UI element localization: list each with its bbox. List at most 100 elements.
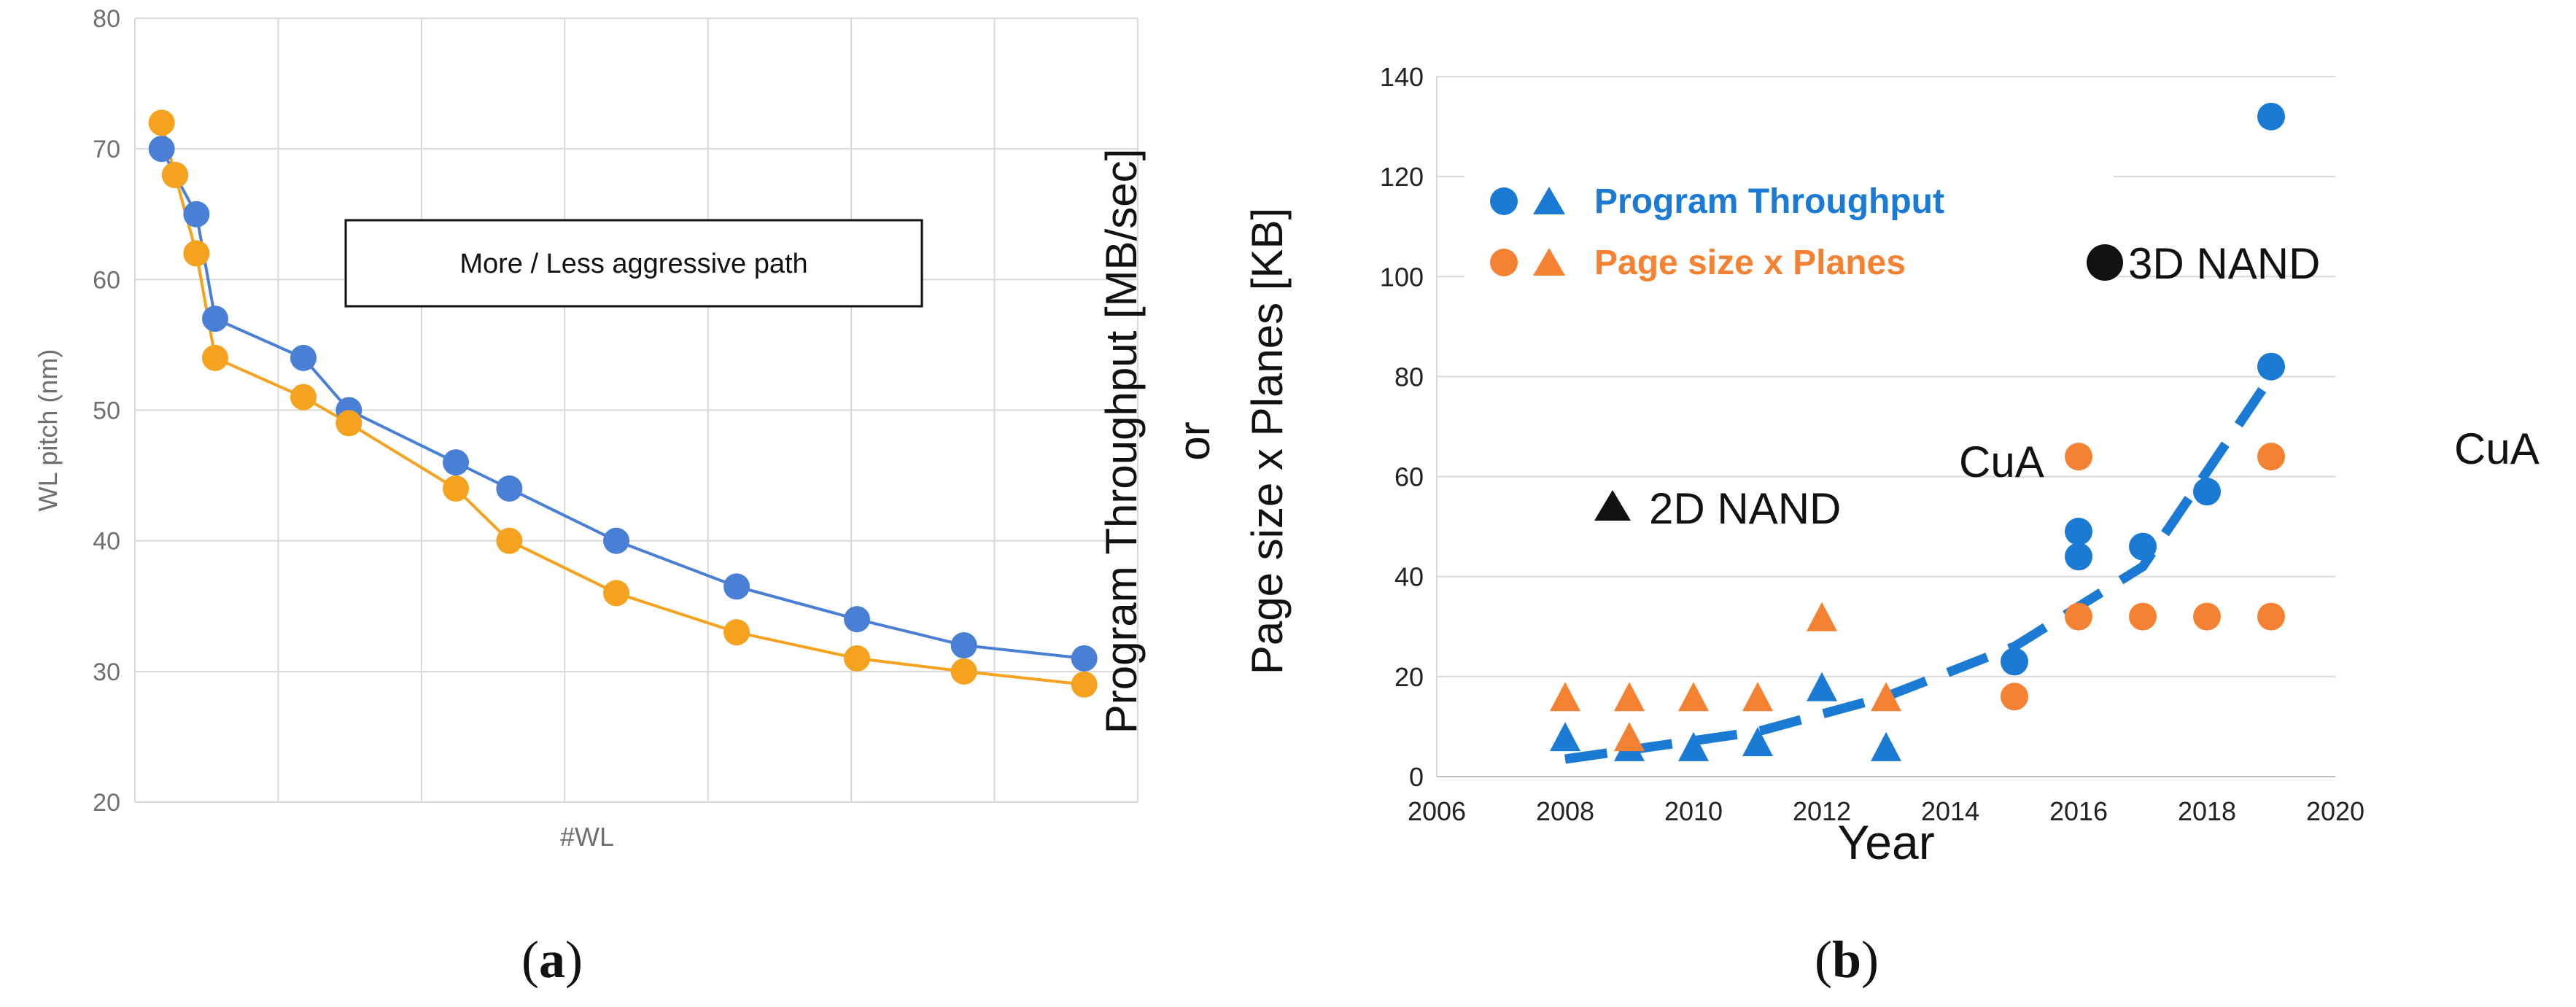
panel-a-gridlines (134, 18, 1138, 803)
panel-a-data-point (443, 475, 469, 502)
panel-b-circle-point (2065, 602, 2092, 631)
panel-b-circle-point (2129, 532, 2157, 561)
panel-a-data-point (603, 580, 629, 607)
panel-b-y-tick-label: 40 (1394, 562, 1424, 592)
legend-page-size-circle-marker (1490, 249, 1518, 276)
annotation-cua-right: CuA (2454, 424, 2540, 473)
panel-a-y-tick-label: 20 (93, 789, 120, 817)
panel-a-data-point (183, 240, 210, 267)
panel-b-x-tick-label: 2020 (2306, 796, 2364, 826)
panel-a-data-point (603, 527, 629, 554)
panel-a-data-point (183, 201, 210, 228)
panel-a-label-close: ) (565, 930, 583, 989)
panel-a-data-point (443, 449, 469, 476)
panel-a-label: (a) (521, 930, 583, 989)
annotation-cua-left: CuA (1959, 438, 2044, 486)
panel-b-triangle-point (1678, 731, 1709, 761)
panel-b-y-tick-label: 100 (1380, 262, 1424, 292)
panel-b-label: (b) (1815, 930, 1879, 989)
panel-a-data-point (496, 527, 523, 554)
panel-b-y-axis-label-or: or (1170, 421, 1219, 460)
annotation-2d-nand: 2D NAND (1594, 484, 1841, 533)
annotation-3d-nand-label: 3D NAND (2128, 239, 2320, 288)
panel-a-y-axis-label: WL pitch (nm) (33, 349, 63, 512)
panel-a-data-point (950, 632, 977, 658)
panel-a-y-ticks: 20 30 40 50 60 70 80 (93, 5, 120, 817)
panel-b-x-ticks: 2006 2008 2010 2012 2014 2016 2018 2020 (1408, 796, 2364, 826)
panel-b-triangle-point (1807, 602, 1837, 631)
panel-b-triangle-point (1742, 727, 1773, 756)
panel-b-triangle-point (1550, 682, 1580, 712)
annotation-2d-nand-label: 2D NAND (1649, 484, 1841, 533)
panel-b-trend-polyline (1564, 373, 2276, 764)
panel-a-data-point (335, 410, 362, 437)
panel-a-data-point (148, 136, 175, 163)
panel-a-x-axis-label: #WL (560, 822, 614, 852)
y-label-throughput: Program Throughput [MB/sec] (1097, 149, 1146, 734)
panel-a-data-point (496, 475, 523, 502)
panel-a-y-tick-label: 50 (93, 397, 120, 425)
panel-b-triangle-point (1614, 682, 1645, 712)
panel-a-y-tick-label: 60 (93, 266, 120, 294)
panel-b-circle-point (2193, 602, 2221, 631)
panel-b-circle-point (2193, 478, 2221, 506)
panel-a-y-tick-label: 80 (93, 5, 120, 33)
panel-b-label-open: ( (1815, 930, 1832, 989)
panel-a-series-points (148, 109, 1098, 698)
panel-a-data-point (290, 384, 317, 411)
panel-b-triangle-point (1871, 682, 1901, 712)
legend-throughput-circle-marker (1490, 187, 1518, 215)
panel-b-triangle-point (1678, 682, 1709, 712)
panel-a-label-letter: a (539, 930, 565, 989)
panel-a-label-open: ( (521, 930, 539, 989)
panel-b-y-tick-label: 120 (1380, 162, 1424, 192)
y-label-or: or (1170, 421, 1219, 460)
panel-a-data-point (723, 619, 750, 646)
panel-a-annotation-box: More / Less aggressive path (344, 219, 923, 308)
panel-b-trend-line (1564, 373, 2276, 764)
panel-b-circle-point (2129, 602, 2157, 631)
legend-throughput-label: Program Throughput (1594, 182, 1944, 221)
panel-b-triangle-point (1742, 682, 1773, 712)
panel-b-x-tick-label: 2018 (2178, 796, 2236, 826)
panel-b-x-tick-label: 2006 (1408, 796, 1466, 826)
panel-b-x-tick-label: 2016 (2049, 796, 2108, 826)
panel-a-data-point (723, 573, 750, 600)
panel-b-circle-point (2257, 352, 2285, 381)
panel-b-y-tick-label: 60 (1394, 462, 1424, 492)
legend-page-size-triangle-marker (1533, 248, 1565, 276)
panel-b-circle-point (2001, 648, 2028, 676)
panel-b-data-points (1550, 102, 2285, 761)
panel-b-y-tick-label: 0 (1409, 762, 1424, 792)
panel-b-triangle-point (1807, 672, 1837, 701)
panel-b-x-tick-label: 2014 (1921, 796, 1979, 826)
panel-b-triangle-point (1550, 722, 1580, 752)
panel-b-y-axis-label-page: Page size x Planes [KB] (1243, 208, 1292, 674)
panel-b-y-tick-label: 140 (1380, 62, 1424, 92)
3d-nand-circle-marker (2087, 244, 2123, 281)
panel-a-y-tick-label: 40 (93, 528, 120, 556)
panel-b-circle-point (2001, 683, 2028, 711)
panel-b-legend: Program Throughput Page size x Planes (1464, 146, 2114, 284)
panel-b-y-tick-label: 20 (1394, 662, 1424, 692)
legend-throughput-triangle-marker (1533, 187, 1565, 214)
panel-a-data-point (290, 344, 317, 371)
2d-nand-triangle-marker (1594, 490, 1631, 521)
panel-b-circle-point (2065, 543, 2092, 571)
panel-b-x-tick-label: 2008 (1536, 796, 1594, 826)
panel-b-label-letter: b (1832, 930, 1861, 989)
panel-a-data-point (1071, 645, 1098, 672)
y-label-page-size: Page size x Planes [KB] (1243, 208, 1292, 674)
annotation-3d-nand: 3D NAND (2087, 239, 2320, 288)
panel-b-triangle-point (1871, 731, 1901, 761)
panel-b-x-axis-label: Year (1837, 815, 1934, 869)
panel-a-data-point (202, 306, 228, 333)
panel-b-y-ticks: 0 20 40 60 80 100 120 140 (1380, 62, 1424, 792)
panel-b-label-close: ) (1861, 930, 1879, 989)
panel-b-x-tick-label: 2010 (1664, 796, 1723, 826)
panel-b-y-tick-label: 80 (1394, 362, 1424, 392)
panel-b-circle-point (2257, 443, 2285, 471)
panel-a-data-point (148, 109, 175, 136)
